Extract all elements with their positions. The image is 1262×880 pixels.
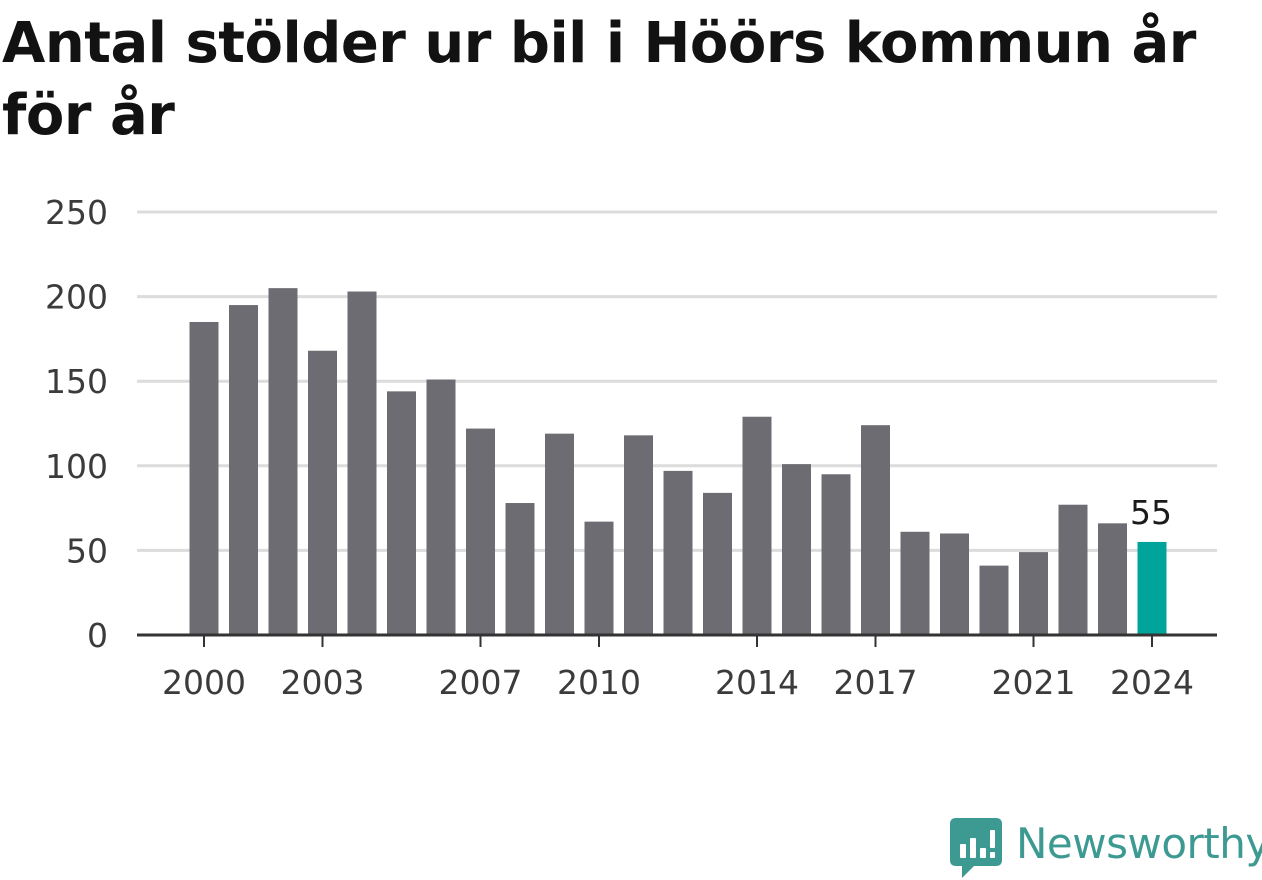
bar-2022 <box>1058 504 1088 635</box>
bar-2000 <box>189 321 219 635</box>
data-labels: 55 <box>1130 493 1172 532</box>
x-tick-label: 2000 <box>162 663 246 702</box>
bar-2011 <box>624 435 653 635</box>
bar-2004 <box>347 291 377 635</box>
x-axis-ticks: 2000 2003 2007 2010 2014 2017 2021 2024 <box>162 635 1194 702</box>
bar-2017 <box>861 425 890 635</box>
bar-2001 <box>229 305 258 635</box>
x-tick-label: 2021 <box>992 663 1076 702</box>
y-tick-label: 150 <box>45 362 108 401</box>
chart-title: Antal stölder ur bil i Höörs kommun år f… <box>2 11 1196 148</box>
x-tick-label: 2007 <box>439 663 523 702</box>
bar-2013 <box>703 492 732 635</box>
y-tick-label: 250 <box>45 193 108 232</box>
brand-name: Newsworthy <box>1016 819 1262 868</box>
bar-2014 <box>742 416 772 635</box>
y-tick-label: 100 <box>45 447 108 486</box>
y-axis-tick-labels: 0 50 100 150 200 250 <box>45 193 108 655</box>
bar-2009 <box>545 433 574 635</box>
y-tick-label: 50 <box>66 531 108 570</box>
newsworthy-logo[interactable]: Newsworthy <box>950 818 1262 880</box>
bar-2006 <box>426 379 456 635</box>
y-tick-label: 200 <box>45 278 108 317</box>
bar-2018 <box>900 531 930 635</box>
bar-2008 <box>505 503 535 635</box>
bar-2020 <box>979 565 1009 635</box>
data-label: 55 <box>1130 493 1172 532</box>
x-tick-label: 2014 <box>715 663 799 702</box>
bar-2019 <box>940 533 969 635</box>
x-tick-label: 2017 <box>834 663 918 702</box>
bar-2024 <box>1137 541 1167 635</box>
x-tick-label: 2010 <box>557 663 641 702</box>
x-tick-label: 2024 <box>1110 663 1194 702</box>
bar-2003 <box>308 350 337 635</box>
bar-2016 <box>821 474 851 635</box>
y-tick-label: 0 <box>87 616 108 655</box>
bar-2023 <box>1098 523 1127 635</box>
bar-2012 <box>663 470 693 635</box>
x-tick-label: 2003 <box>281 663 365 702</box>
bar-2005 <box>387 391 416 635</box>
bars <box>189 288 1167 635</box>
newsworthy-logo-icon <box>950 818 1002 878</box>
bar-2007 <box>466 428 495 635</box>
bar-2021 <box>1019 552 1048 635</box>
bar-2002 <box>268 288 298 635</box>
bar-2010 <box>584 521 614 635</box>
bar-2015 <box>782 464 811 635</box>
